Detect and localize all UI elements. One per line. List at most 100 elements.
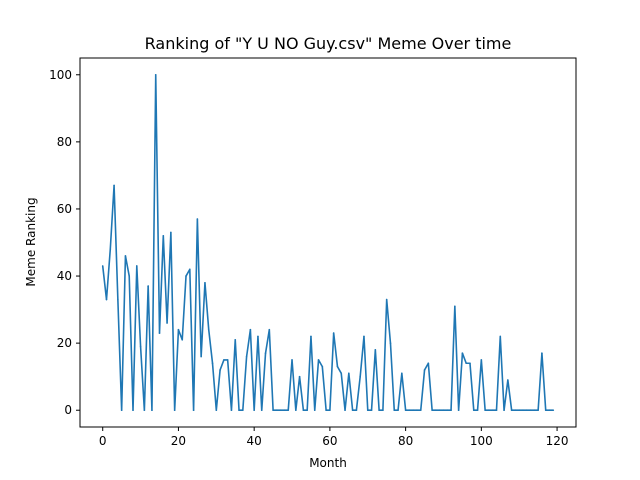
data-point [321, 365, 324, 368]
data-point [491, 409, 494, 412]
x-tick-label: 0 [99, 434, 107, 448]
data-point [135, 265, 138, 267]
data-point [166, 322, 168, 324]
data-point [139, 345, 142, 348]
data-point [120, 409, 123, 412]
data-point [435, 409, 437, 412]
x-tick-label: 80 [398, 434, 413, 448]
x-tick-label: 60 [322, 434, 337, 448]
data-point [427, 362, 430, 365]
data-point [416, 409, 418, 412]
data-point [450, 409, 452, 412]
data-point [302, 409, 305, 412]
data-point [522, 409, 524, 412]
data-point [207, 328, 210, 331]
data-point [238, 409, 240, 412]
y-tick-label: 60 [57, 202, 72, 216]
data-point [249, 328, 252, 331]
data-point [541, 352, 543, 355]
data-point [412, 409, 414, 412]
data-point [488, 409, 490, 412]
x-tick-label: 20 [171, 434, 186, 448]
data-point [245, 355, 248, 358]
x-tick-label: 120 [546, 434, 569, 448]
data-point [389, 342, 392, 344]
data-point [173, 409, 176, 412]
data-point [124, 255, 127, 257]
y-axis: 0 20 40 60 80 100 [49, 68, 80, 417]
data-point [185, 275, 187, 277]
data-point [503, 409, 505, 412]
data-point [260, 409, 263, 412]
data-point [552, 409, 555, 412]
data-point [230, 409, 233, 412]
data-point [306, 409, 308, 412]
y-tick-label: 100 [49, 68, 72, 82]
data-point [525, 409, 528, 412]
data-point [537, 409, 539, 412]
data-point [268, 328, 271, 331]
data-point [298, 375, 301, 378]
data-point [200, 355, 202, 358]
y-tick-label: 20 [57, 336, 72, 350]
data-point [242, 409, 244, 412]
y-axis-label: Meme Ranking [24, 197, 38, 286]
data-point [128, 275, 131, 277]
data-point [226, 359, 229, 361]
data-point [113, 184, 115, 187]
data-point [279, 409, 282, 412]
data-point [348, 372, 350, 375]
data-point [514, 409, 517, 412]
data-point [378, 409, 380, 412]
data-point [548, 409, 551, 412]
plot-frame [79, 57, 577, 428]
y-tick-label: 0 [64, 403, 72, 417]
x-axis-label: Month [309, 456, 347, 470]
data-point [533, 409, 536, 412]
data-point [495, 409, 498, 412]
data-point [499, 335, 502, 338]
data-point [204, 281, 206, 284]
data-point [170, 231, 172, 234]
data-point [317, 359, 320, 361]
data-point [465, 362, 468, 365]
data-point [215, 409, 218, 412]
data-point [359, 375, 361, 378]
data-point [340, 372, 343, 375]
data-point [469, 362, 471, 365]
data-point [476, 409, 479, 412]
data-point [351, 409, 354, 412]
data-point [446, 409, 449, 412]
data-point [370, 409, 373, 412]
data-point [253, 409, 255, 412]
data-point [147, 285, 149, 287]
data-point [329, 409, 331, 412]
data-point [295, 409, 297, 412]
x-tick-label: 100 [470, 434, 493, 448]
data-point [189, 268, 191, 271]
data-point [109, 248, 112, 251]
data-points [101, 73, 555, 412]
data-point [264, 352, 267, 355]
data-point [393, 409, 396, 412]
data-point [162, 234, 165, 237]
data-point [276, 409, 278, 412]
data-point [272, 409, 274, 412]
data-point [132, 409, 134, 412]
data-point [461, 352, 464, 355]
data-point [397, 409, 399, 412]
chart-title: Ranking of "Y U NO Guy.csv" Meme Over ti… [145, 34, 512, 53]
data-point [472, 409, 475, 412]
data-point [355, 409, 358, 412]
data-point [518, 409, 521, 412]
data-point [480, 359, 483, 361]
data-point [287, 409, 290, 412]
data-point [192, 409, 195, 412]
data-point [211, 362, 214, 365]
data-point [158, 332, 161, 334]
y-tick-label: 80 [57, 135, 72, 149]
y-tick-label: 40 [57, 269, 72, 283]
data-point [154, 73, 157, 76]
data-point [363, 335, 365, 338]
